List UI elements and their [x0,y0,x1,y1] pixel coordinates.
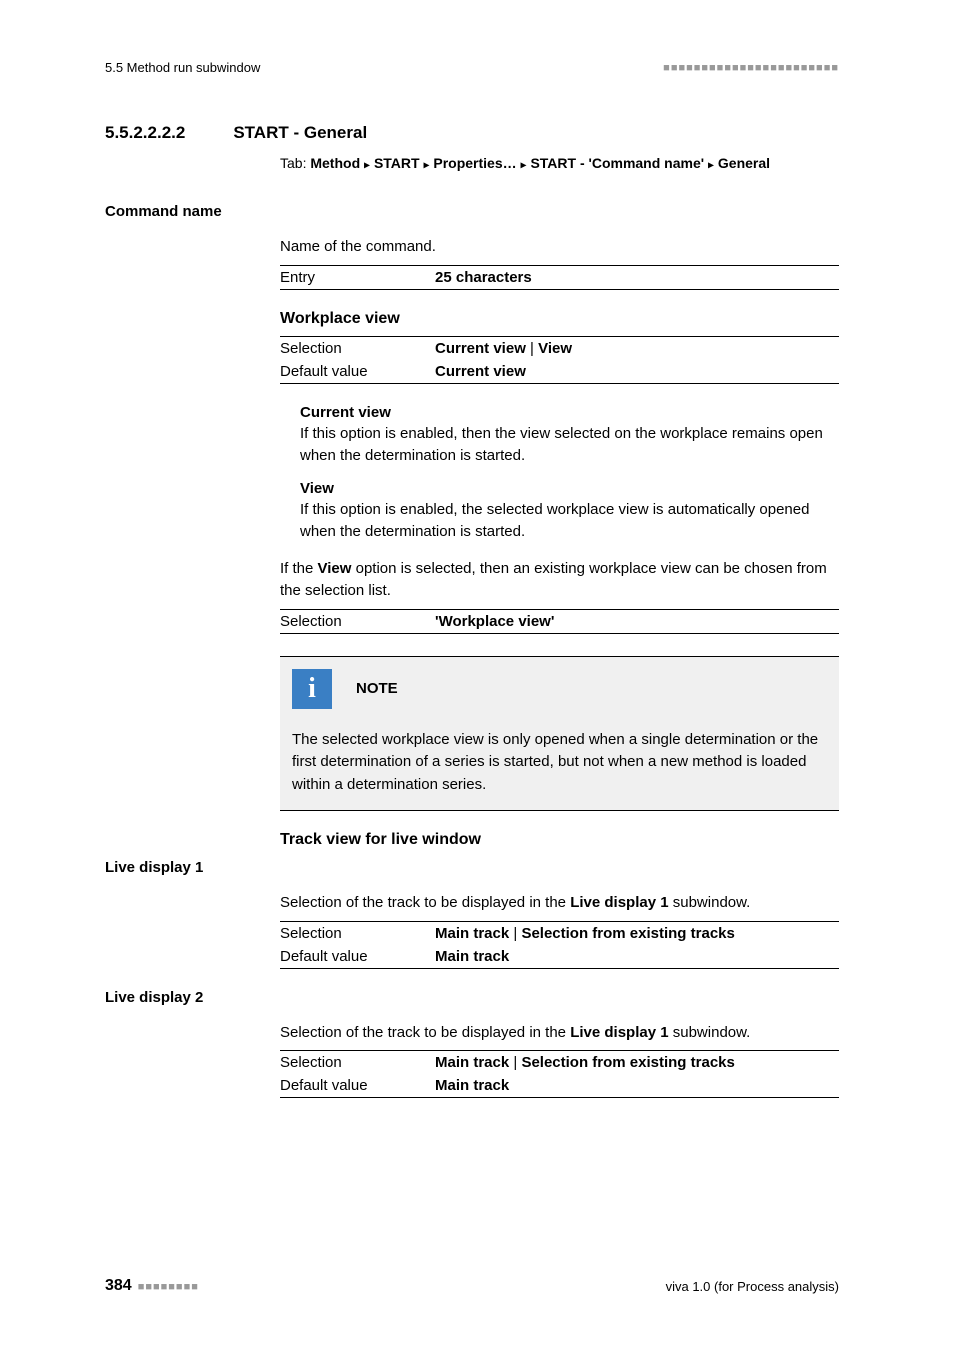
live1-default-label: Default value [280,948,435,965]
info-icon: i [292,669,332,709]
note-box: i NOTE The selected workplace view is on… [280,656,839,812]
live1-desc-1: Selection of the track to be displayed i… [280,894,570,911]
live2-selection-label: Selection [280,1054,435,1071]
live1-desc: Selection of the track to be displayed i… [280,892,839,915]
live1-selection-label: Selection [280,925,435,942]
section-title: START - General [233,123,367,143]
live2-desc-1: Selection of the track to be displayed i… [280,1024,570,1041]
wv-selection-val1: Current view [435,340,526,357]
tab-path-3: START - 'Command name' [530,155,704,171]
tab-path-2: Properties… [433,155,516,171]
wv-opt2-text: If this option is enabled, the selected … [300,499,839,544]
live2-desc-bold: Live display 1 [570,1024,668,1041]
live2-default-value: Main track [435,1077,509,1094]
live1-default-value: Main track [435,948,509,965]
live2-table: Selection Main track | Selection from ex… [280,1050,839,1098]
command-name-table: Entry 25 characters [280,265,839,290]
wv-followup-bold: View [318,560,352,577]
wv-selection2-label: Selection [280,613,435,630]
wv-default-label: Default value [280,363,435,380]
wv-selection-label: Selection [280,340,435,357]
live1-table: Selection Main track | Selection from ex… [280,921,839,969]
live1-desc-2: subwindow. [669,894,751,911]
live1-selection-val1: Main track [435,925,509,942]
command-name-desc: Name of the command. [280,236,839,259]
live2-desc: Selection of the track to be displayed i… [280,1022,839,1045]
label-live-display-2: Live display 2 [105,989,280,1006]
live1-desc-bold: Live display 1 [570,894,668,911]
heading-track-view: Track view for live window [280,831,839,849]
wv-opt2-title: View [300,480,839,497]
footer-right: viva 1.0 (for Process analysis) [666,1279,839,1294]
footer-decoration: ■■■■■■■■ [138,1281,199,1293]
wv-followup-1: If the [280,560,318,577]
note-title: NOTE [356,680,398,697]
workplace-view-table: Selection Current view | View Default va… [280,336,839,384]
wv-opt1-title: Current view [300,404,839,421]
live2-selection-sep: | [509,1054,521,1071]
live2-default-label: Default value [280,1077,435,1094]
entry-label: Entry [280,269,435,286]
tab-path-0: Method [310,155,360,171]
wv-default-value: Current view [435,363,526,380]
wv-followup-2: option is selected, then an existing wor… [280,560,827,600]
wv-selection2-table: Selection 'Workplace view' [280,609,839,634]
live1-selection-sep: | [509,925,521,942]
label-command-name: Command name [105,203,280,220]
live2-selection-val2: Selection from existing tracks [521,1054,734,1071]
heading-workplace-view: Workplace view [280,310,839,328]
wv-selection-val2: View [538,340,572,357]
wv-opt1-text: If this option is enabled, then the view… [300,423,839,468]
wv-selection2-value: 'Workplace view' [435,613,554,630]
entry-value: 25 characters [435,269,532,286]
tab-breadcrumb: Tab: Method ▸ START ▸ Properties… ▸ STAR… [280,155,839,171]
running-header: 5.5 Method run subwindow [105,60,260,75]
note-text: The selected workplace view is only open… [292,729,827,797]
tab-prefix: Tab: [280,155,310,171]
wv-followup: If the View option is selected, then an … [280,558,839,603]
page-number: 384 [105,1277,132,1294]
label-live-display-1: Live display 1 [105,859,280,876]
live2-desc-2: subwindow. [669,1024,751,1041]
tab-path-4: General [718,155,770,171]
header-decoration: ■■■■■■■■■■■■■■■■■■■■■■■ [663,62,839,74]
info-icon-glyph: i [308,675,316,703]
wv-selection-sep: | [526,340,538,357]
tab-path-1: START [374,155,420,171]
live2-selection-val1: Main track [435,1054,509,1071]
section-number: 5.5.2.2.2.2 [105,123,185,143]
live1-selection-val2: Selection from existing tracks [521,925,734,942]
